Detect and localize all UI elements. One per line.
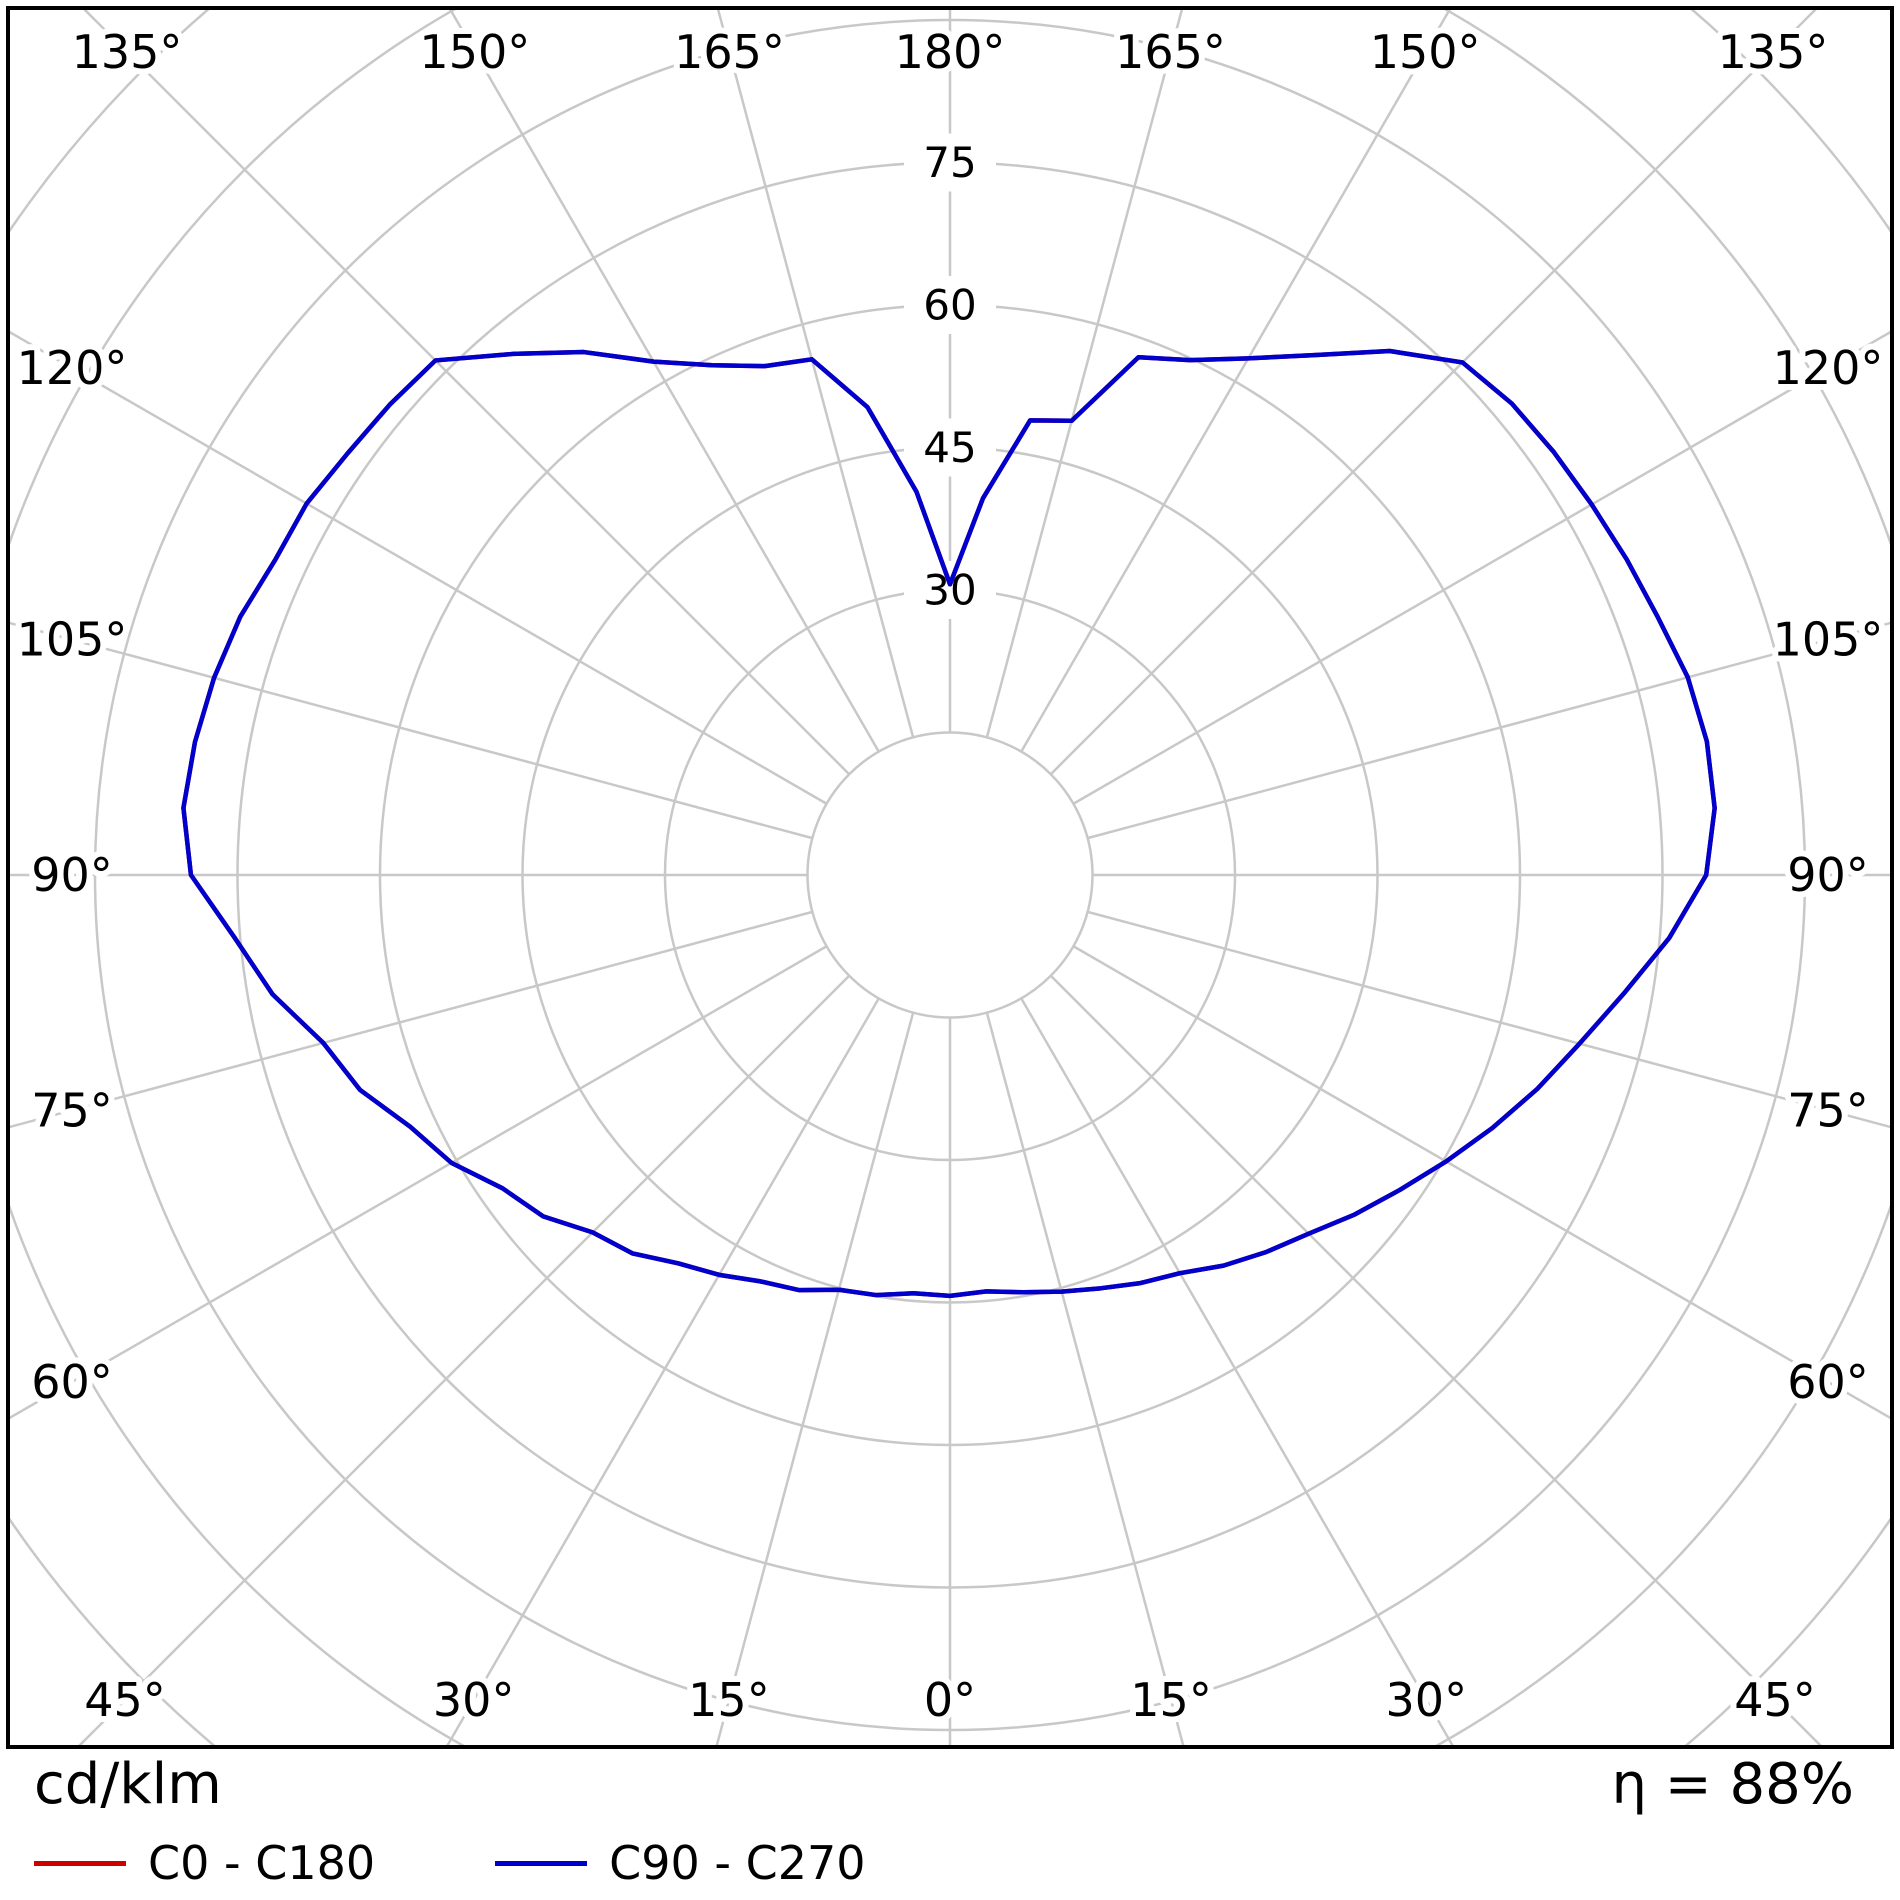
curve-c90-c270 <box>181 348 1717 1299</box>
angle-label: 45° <box>84 1673 166 1727</box>
radial-tick-label: 30 <box>923 566 976 615</box>
radial-tick-label: 45 <box>923 423 976 472</box>
legend-swatch-c0-c180-icon <box>34 1860 126 1866</box>
radial-tick-label: 60 <box>923 281 976 330</box>
intensity-curves <box>181 348 1717 1299</box>
angle-label: 105° <box>17 613 128 667</box>
angle-label: 120° <box>1773 341 1884 395</box>
chart-legend: C0 - C180 C90 - C270 <box>34 1840 866 1886</box>
angle-label: 180° <box>895 25 1006 79</box>
angle-label: 150° <box>1370 25 1481 79</box>
legend-item-c90-c270: C90 - C270 <box>495 1836 866 1890</box>
angle-label: 135° <box>72 25 183 79</box>
angle-label: 150° <box>419 25 530 79</box>
angle-label: 15° <box>688 1673 770 1727</box>
angle-label: 75° <box>1787 1083 1869 1137</box>
angle-label: 75° <box>31 1083 113 1137</box>
angle-label: 165° <box>1115 25 1226 79</box>
angle-label: 135° <box>1718 25 1829 79</box>
angle-label: 90° <box>31 848 113 902</box>
angle-label: 165° <box>674 25 785 79</box>
angle-label: 0° <box>924 1673 976 1727</box>
angle-label: 15° <box>1130 1673 1212 1727</box>
radial-tick-label: 75 <box>923 138 976 187</box>
angle-label: 90° <box>1787 848 1869 902</box>
angle-labels: 0° 15° 15° 30° 30° 45° 45° 60° 60° 75° 75° 90° 90° 10… <box>11 19 1890 1733</box>
plot-border <box>6 6 1894 1749</box>
angle-label: 30° <box>1386 1673 1468 1727</box>
angle-label: 60° <box>1787 1355 1869 1409</box>
legend-label-c0-c180: C0 - C180 <box>148 1836 376 1890</box>
radial-tick-labels: 30 45 60 75 <box>904 133 996 619</box>
legend-swatch-c90-c270-icon <box>495 1860 588 1866</box>
angle-label: 120° <box>17 341 128 395</box>
angle-label: 30° <box>433 1673 515 1727</box>
angle-label: 60° <box>31 1355 113 1409</box>
angle-label: 105° <box>1773 613 1884 667</box>
legend-label-c90-c270: C90 - C270 <box>609 1836 866 1890</box>
angle-label: 45° <box>1734 1673 1816 1727</box>
units-label: cd/klm <box>34 1752 222 1817</box>
efficiency-label: η = 88% <box>1611 1752 1854 1817</box>
legend-item-c0-c180: C0 - C180 <box>34 1840 375 1886</box>
